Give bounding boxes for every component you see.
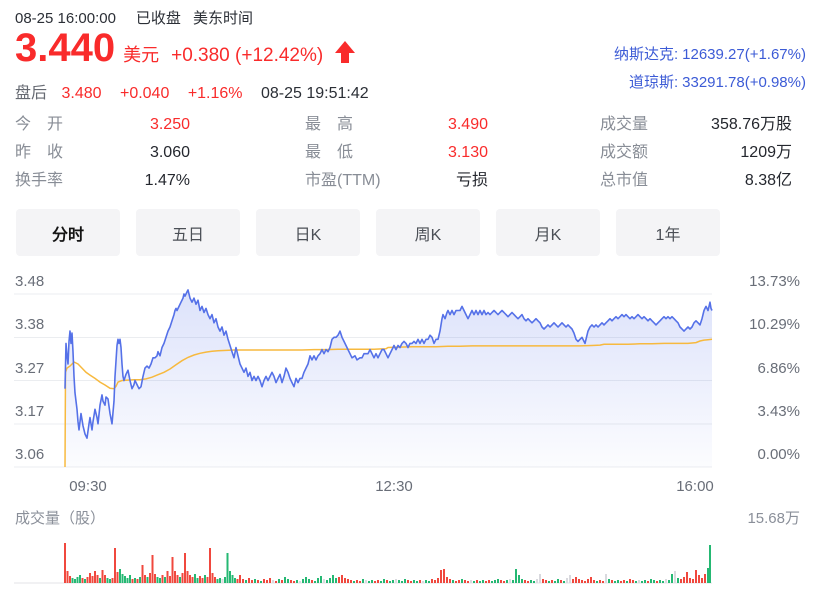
stat-label: 成交额 <box>600 144 649 161</box>
market-status: 已收盘 <box>135 10 181 27</box>
y-axis-percent-label: 6.86% <box>757 359 800 377</box>
after-hours-time: 08-25 19:51:42 <box>260 85 369 102</box>
stat-turnover-rate: 换手率 1.47% <box>15 172 190 190</box>
tab-one-year[interactable]: 1年 <box>616 209 720 256</box>
stat-prev-close: 昨 收 3.060 <box>15 144 190 162</box>
dow-value: 33291.78(+0.98%) <box>682 74 806 91</box>
nasdaq-index-link[interactable]: 纳斯达克: 12639.27(+1.67%) <box>614 41 806 69</box>
stat-value: 3.130 <box>447 144 488 161</box>
y-axis-price-label: 3.06 <box>15 446 45 463</box>
market-indices: 纳斯达克: 12639.27(+1.67%) 道琼斯: 33291.78(+0.98… <box>614 41 806 97</box>
stat-value: 亏损 <box>455 172 488 189</box>
price-area <box>65 289 712 467</box>
stat-label: 今 开 <box>15 116 64 133</box>
stat-value: 358.76万股 <box>711 116 792 133</box>
after-hours-label: 盘后 <box>15 85 48 102</box>
y-axis-price-label: 3.38 <box>15 316 45 334</box>
stat-pe-ttm: 市盈(TTM) 亏损 <box>305 172 488 190</box>
currency-label: 美元 <box>123 45 160 65</box>
stat-value: 8.38亿 <box>744 172 792 189</box>
up-arrow-icon <box>335 40 356 64</box>
volume-scale-label: 15.68万 <box>747 510 800 527</box>
quote-datetime: 08-25 16:00:00 <box>15 10 116 27</box>
stat-label: 最 高 <box>305 116 354 133</box>
stat-high: 最 高 3.490 <box>305 116 488 134</box>
tab-daily-k[interactable]: 日K <box>256 209 360 256</box>
stat-value: 3.250 <box>149 116 190 133</box>
y-axis-percent-label: 10.29% <box>749 316 800 334</box>
dow-label: 道琼斯: <box>628 74 679 91</box>
after-hours-percent: +1.16% <box>187 85 243 102</box>
stat-label: 总市值 <box>600 172 649 189</box>
stat-volume: 成交量 358.76万股 <box>600 116 792 134</box>
after-hours-change: +0.040 <box>119 85 170 102</box>
intraday-chart[interactable]: 3.48 3.38 3.27 3.17 3.06 13.73% 10.29% 6.86% 3.… <box>0 256 821 595</box>
timezone-label: 美东时间 <box>192 10 253 27</box>
stat-turnover: 成交额 1209万 <box>600 144 792 162</box>
tab-minute[interactable]: 分时 <box>16 209 120 256</box>
volume-title: 成交量（股） <box>15 510 106 527</box>
stat-open: 今 开 3.250 <box>15 116 190 134</box>
stat-value: 3.490 <box>447 116 488 133</box>
x-axis-tick: 09:30 <box>69 478 107 495</box>
last-price: 3.440 <box>15 26 116 70</box>
stat-market-cap: 总市值 8.38亿 <box>600 172 792 190</box>
nasdaq-value: 12639.27(+1.67%) <box>682 46 806 63</box>
stat-label: 最 低 <box>305 144 354 161</box>
y-axis-percent-label: 0.00% <box>757 446 800 463</box>
stat-value: 1.47% <box>144 172 190 189</box>
price-change: +0.380 (+12.42%) <box>171 45 324 66</box>
stat-value: 3.060 <box>149 144 190 161</box>
tab-five-day[interactable]: 五日 <box>136 209 240 256</box>
price-row: 3.440 美元 +0.380 (+12.42%) <box>15 26 356 70</box>
x-axis-tick: 16:00 <box>676 478 714 495</box>
stat-value: 1209万 <box>740 144 792 161</box>
nasdaq-label: 纳斯达克: <box>613 46 679 63</box>
stat-low: 最 低 3.130 <box>305 144 488 162</box>
y-axis-price-label: 3.17 <box>15 402 45 420</box>
price-line <box>64 289 713 439</box>
stat-label: 昨 收 <box>15 144 64 161</box>
stat-label: 成交量 <box>600 116 649 133</box>
after-hours-price: 3.480 <box>61 85 102 102</box>
y-axis-price-label: 3.27 <box>15 359 45 377</box>
y-axis-percent-label: 3.43% <box>757 402 800 420</box>
volume-bars <box>64 543 711 583</box>
dow-index-link[interactable]: 道琼斯: 33291.78(+0.98%) <box>614 69 806 97</box>
quote-meta: 08-25 16:00:00 已收盘 美东时间 <box>15 7 253 28</box>
tab-monthly-k[interactable]: 月K <box>496 209 600 256</box>
chart-canvas <box>14 289 713 584</box>
tab-weekly-k[interactable]: 周K <box>376 209 480 256</box>
y-axis-percent-label: 13.73% <box>749 273 800 290</box>
stat-label: 市盈(TTM) <box>305 172 381 189</box>
after-hours-row: 盘后 3.480 +0.040 +1.16% 08-25 19:51:42 <box>15 79 369 103</box>
chart-period-tabs: 分时 五日 日K 周K 月K 1年 <box>16 209 720 256</box>
stat-label: 换手率 <box>15 172 64 189</box>
x-axis-tick: 12:30 <box>375 478 413 495</box>
y-axis-price-label: 3.48 <box>15 273 45 290</box>
